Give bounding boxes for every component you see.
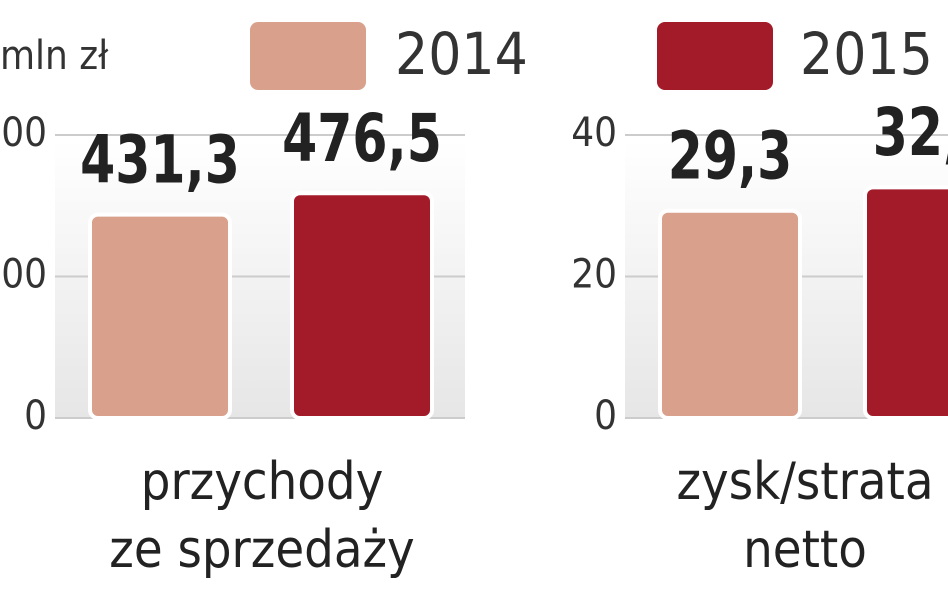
- legend-swatch: [653, 18, 777, 94]
- y-tick-label: 20: [571, 252, 617, 298]
- legend-label: 2014: [395, 20, 528, 88]
- value-label: 32,6: [873, 95, 948, 172]
- y-tick-label: 40: [571, 110, 617, 156]
- category-label: przychody: [141, 452, 384, 512]
- y-tick-label: 0: [594, 393, 617, 439]
- value-label: 29,3: [668, 118, 793, 195]
- bar: [290, 191, 434, 420]
- category-label: zysk/strata: [676, 452, 933, 512]
- bar: [863, 185, 948, 420]
- legend-label: 2015: [800, 20, 933, 88]
- category-label: ze sprzedaży: [109, 520, 414, 580]
- value-label: 431,3: [80, 122, 240, 199]
- bar: [658, 208, 802, 420]
- y-tick-label: 300: [0, 252, 47, 298]
- value-label: 476,5: [282, 101, 442, 178]
- legend-swatch: [246, 18, 370, 94]
- y-tick-label: 0: [24, 393, 47, 439]
- y-tick-label: 600: [0, 110, 47, 156]
- category-label: netto: [743, 520, 867, 580]
- unit-label: mln zł: [0, 33, 109, 79]
- bar: [88, 212, 232, 420]
